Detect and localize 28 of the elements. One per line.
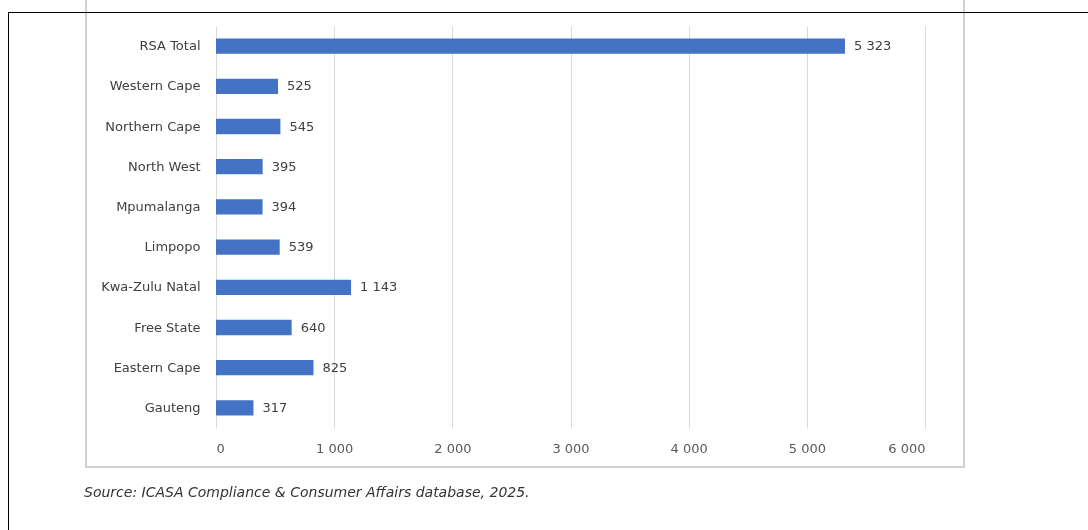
y-tick-label: Mpumalanga [116,198,201,214]
y-tick-label: Limpopo [144,239,201,255]
data-label: 1 143 [360,279,398,295]
data-label: 5 323 [854,38,892,54]
x-tick-label: 1 000 [316,440,354,456]
data-label: 525 [287,78,312,94]
y-tick-label: Northern Cape [105,118,201,134]
y-tick-label: Western Cape [109,78,201,94]
data-label: 395 [271,158,297,174]
data-label: 539 [288,239,314,255]
y-tick-label: RSA Total [139,38,201,54]
y-tick-label: Free State [134,319,201,335]
data-label: 825 [322,359,348,375]
x-tick-label: 3 000 [552,440,590,456]
x-tick-label: 6 000 [888,440,926,456]
data-label: 640 [300,319,326,335]
x-tick-label: 5 000 [788,440,826,456]
y-tick-label: Eastern Cape [113,359,201,375]
data-label: 394 [271,198,297,214]
y-tick-label: North West [128,158,201,174]
data-label: 317 [262,399,288,415]
y-tick-label: Kwa-Zulu Natal [101,279,201,295]
x-tick-label: 0 [216,440,225,456]
source-note: Source: ICASA Compliance & Consumer Affairs database, 2025. [84,484,530,500]
y-tick-label: Gauteng [144,399,201,415]
x-tick-label: 4 000 [670,440,708,456]
x-tick-label: 2 000 [434,440,472,456]
data-label: 545 [289,118,315,134]
